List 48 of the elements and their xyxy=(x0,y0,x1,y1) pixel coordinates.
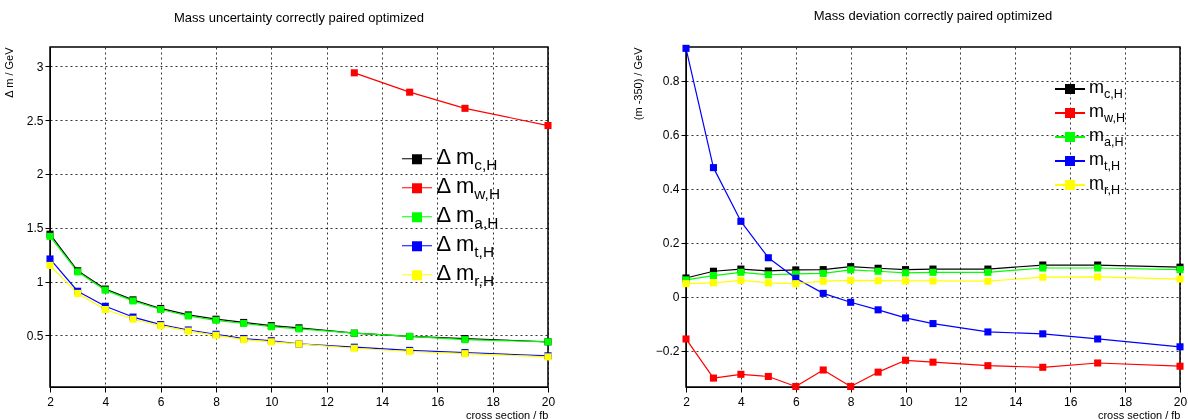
y-axis-title: (m -350) / GeV xyxy=(631,46,644,121)
x-axis-title: cross section / fb xyxy=(1097,408,1181,419)
x-tick-label: 10 xyxy=(265,394,279,409)
x-tick-label: 6 xyxy=(792,394,800,409)
x-tick-label: 16 xyxy=(431,394,445,409)
legend-label: Δ m$_{c,H}$ xyxy=(436,144,498,174)
x-tick-label: 18 xyxy=(486,394,501,409)
y-tick-label: 0.2 xyxy=(662,236,680,251)
chart-title: Mass uncertainty correctly paired optimized xyxy=(174,10,424,25)
y-tick-label: 0.5 xyxy=(26,328,44,343)
x-tick-label: 8 xyxy=(847,394,855,409)
x-tick-label: 10 xyxy=(899,394,914,409)
x-tick-label: 18 xyxy=(1118,394,1133,409)
y-tick-label: 0.4 xyxy=(662,182,680,197)
legend-label: m$_{a,H}$ xyxy=(1089,125,1124,150)
legend-label: Δ m$_{w,H}$ xyxy=(436,173,500,203)
x-tick-label: 12 xyxy=(954,394,968,409)
x-tick-label: 2 xyxy=(683,394,691,409)
y-tick-label: 3 xyxy=(36,59,44,74)
legend-label: Δ m$_{a,H}$ xyxy=(436,202,499,232)
x-tick-label: 2 xyxy=(47,394,55,409)
y-tick-label: 2 xyxy=(36,167,44,182)
x-axis-title: cross section / fb xyxy=(465,408,549,419)
y-tick-label: 1 xyxy=(36,275,44,290)
chart-title: Mass deviation correctly paired optimized xyxy=(813,7,1053,23)
y-tick-label: 1.5 xyxy=(26,221,44,236)
x-tick-label: 20 xyxy=(541,394,556,409)
legend-label: m$_{w,H}$ xyxy=(1089,101,1125,126)
x-tick-label: 14 xyxy=(1009,394,1023,409)
x-tick-label: 8 xyxy=(213,394,221,409)
legend-label: m$_{r,H}$ xyxy=(1089,173,1121,198)
y-tick-label: 0.6 xyxy=(662,128,680,143)
legend-label: m$_{t,H}$ xyxy=(1089,149,1121,174)
y-tick-label: 0 xyxy=(672,290,680,305)
x-tick-label: 14 xyxy=(375,394,390,409)
y-tick-label: −0.2 xyxy=(655,344,680,359)
legend-label: Δ m$_{t,H}$ xyxy=(436,231,495,261)
y-tick-label: 0.8 xyxy=(662,74,680,89)
legend-label: m$_{c,H}$ xyxy=(1089,77,1123,102)
y-axis-title: Δ m / GeV xyxy=(2,46,15,98)
y-tick-label: 2.5 xyxy=(26,113,44,128)
x-tick-label: 4 xyxy=(102,394,110,409)
x-tick-label: 4 xyxy=(738,394,746,409)
x-tick-label: 16 xyxy=(1064,394,1078,409)
legend-label: Δ m$_{r,H}$ xyxy=(436,260,495,290)
x-tick-label: 20 xyxy=(1173,394,1188,409)
x-tick-label: 12 xyxy=(320,394,335,409)
x-tick-label: 6 xyxy=(157,394,165,409)
